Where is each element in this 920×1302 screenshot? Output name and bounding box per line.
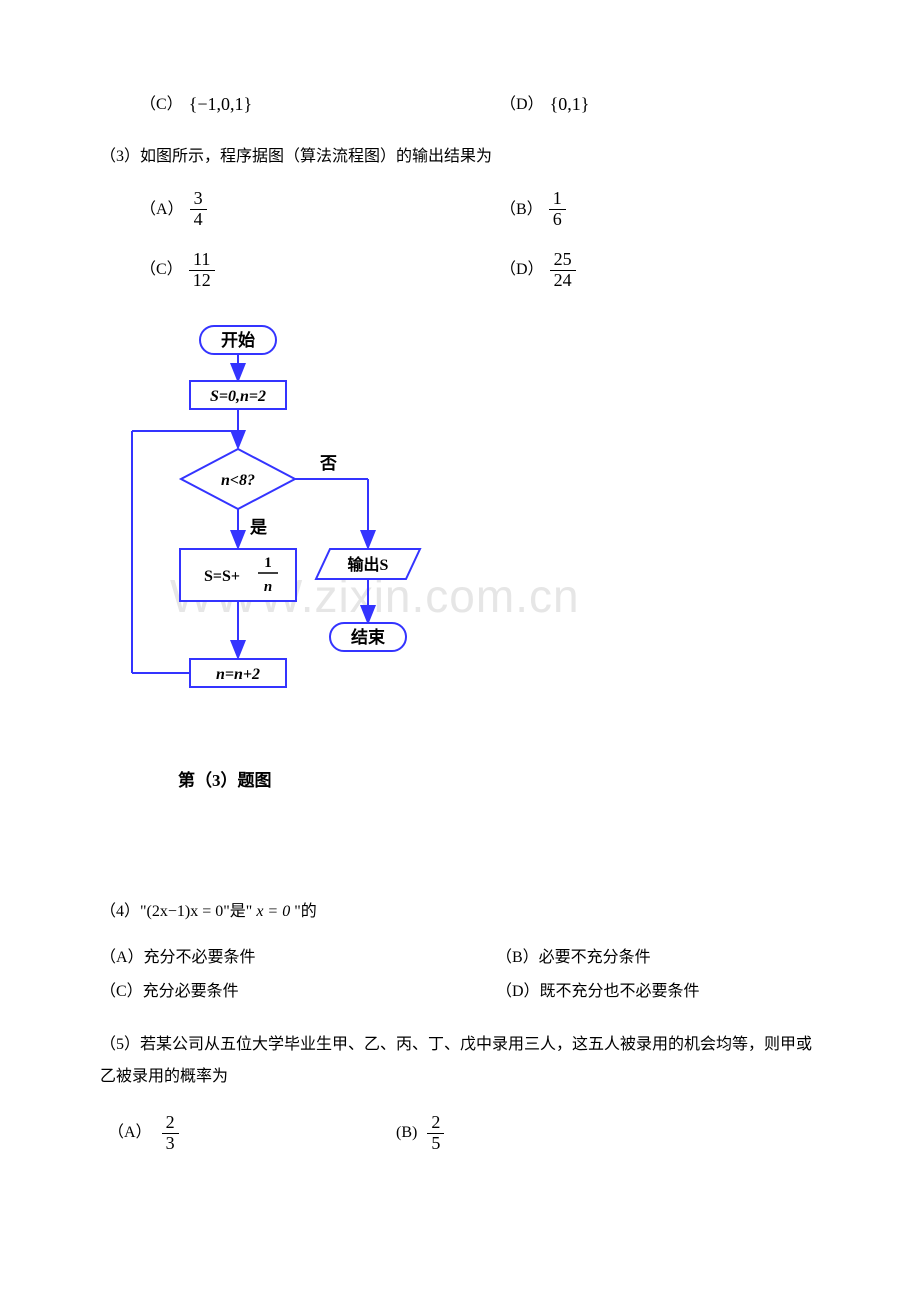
fc-init: S=0,n=2 <box>210 388 266 405</box>
fc-updateS-den: n <box>264 579 272 595</box>
flowchart-caption: 第（3）题图 <box>178 767 820 794</box>
q3-B-num: 1 <box>549 189 566 210</box>
q4-mid: "是" <box>223 903 256 920</box>
fc-cond: n<8? <box>221 472 255 489</box>
q5-A-frac: 2 3 <box>162 1113 179 1154</box>
q4-math2: x = 0 <box>256 903 290 920</box>
q5-B-frac: 2 5 <box>427 1113 444 1154</box>
q4-B: （B）必要不充分条件 <box>496 945 820 971</box>
q3-C-label: （C） <box>140 257 183 283</box>
q3-A-frac: 3 4 <box>190 189 207 230</box>
q3-A-den: 4 <box>190 210 207 230</box>
flowchart: 开始 S=0,n=2 n<8? 否 是 S=S+ 1 <box>120 321 820 795</box>
q2-C-label: （C） <box>140 92 183 118</box>
q3-B-label: （B） <box>500 197 543 223</box>
q3-D-frac: 25 24 <box>550 250 576 291</box>
q5-B-den: 5 <box>427 1134 444 1154</box>
fc-no: 否 <box>319 454 337 473</box>
fc-start: 开始 <box>221 330 255 350</box>
fc-update-n: n=n+2 <box>216 666 260 683</box>
q4-C: （C）充分必要条件 <box>100 979 496 1005</box>
q3-C-frac: 11 12 <box>189 250 215 291</box>
fc-updateS-num: 1 <box>264 555 272 571</box>
q2-D-content: {0,1} <box>550 90 590 119</box>
q3-A-label: （A） <box>140 197 184 223</box>
q3-B-den: 6 <box>549 210 566 230</box>
q3-D-den: 24 <box>550 271 576 291</box>
q4-A: （A）充分不必要条件 <box>100 945 496 971</box>
q3-text: （3）如图所示，程序据图（算法流程图）的输出结果为 <box>100 144 820 170</box>
q4-math1: (2x−1)x = 0 <box>147 903 224 920</box>
flowchart-svg: 开始 S=0,n=2 n<8? 否 是 S=S+ 1 <box>120 321 430 751</box>
q5-text: （5）若某公司从五位大学毕业生甲、乙、丙、丁、戊中录用三人，这五人被录用的机会均… <box>100 1029 820 1093</box>
q5-A-num: 2 <box>162 1113 179 1134</box>
fc-output: 输出S <box>348 555 389 574</box>
q3-B-frac: 1 6 <box>549 189 566 230</box>
q5-A-den: 3 <box>162 1134 179 1154</box>
fc-updateS-prefix: S=S+ <box>204 568 240 585</box>
q2-D-label: （D） <box>500 92 544 118</box>
q5-B-num: 2 <box>427 1113 444 1134</box>
q5-A-label: （A） <box>108 1124 152 1141</box>
q3-D-num: 25 <box>550 250 576 271</box>
q4-suffix: "的 <box>290 903 317 920</box>
q3-C-num: 11 <box>189 250 215 271</box>
q3-D-label: （D） <box>500 257 544 283</box>
fc-yes: 是 <box>250 518 267 537</box>
fc-end: 结束 <box>351 627 385 647</box>
q3-A-num: 3 <box>190 189 207 210</box>
q3-C-den: 12 <box>189 271 215 291</box>
q4-prefix: （4）" <box>100 903 147 920</box>
q4-text: （4）"(2x−1)x = 0"是" x = 0 "的 <box>100 899 820 925</box>
q2-C-content: {−1,0,1} <box>189 90 252 119</box>
q4-D: （D）既不充分也不必要条件 <box>496 979 820 1005</box>
q5-B-label: (B) <box>396 1124 417 1141</box>
q2-opts-cd: （C） {−1,0,1} （D） {0,1} <box>100 90 820 119</box>
